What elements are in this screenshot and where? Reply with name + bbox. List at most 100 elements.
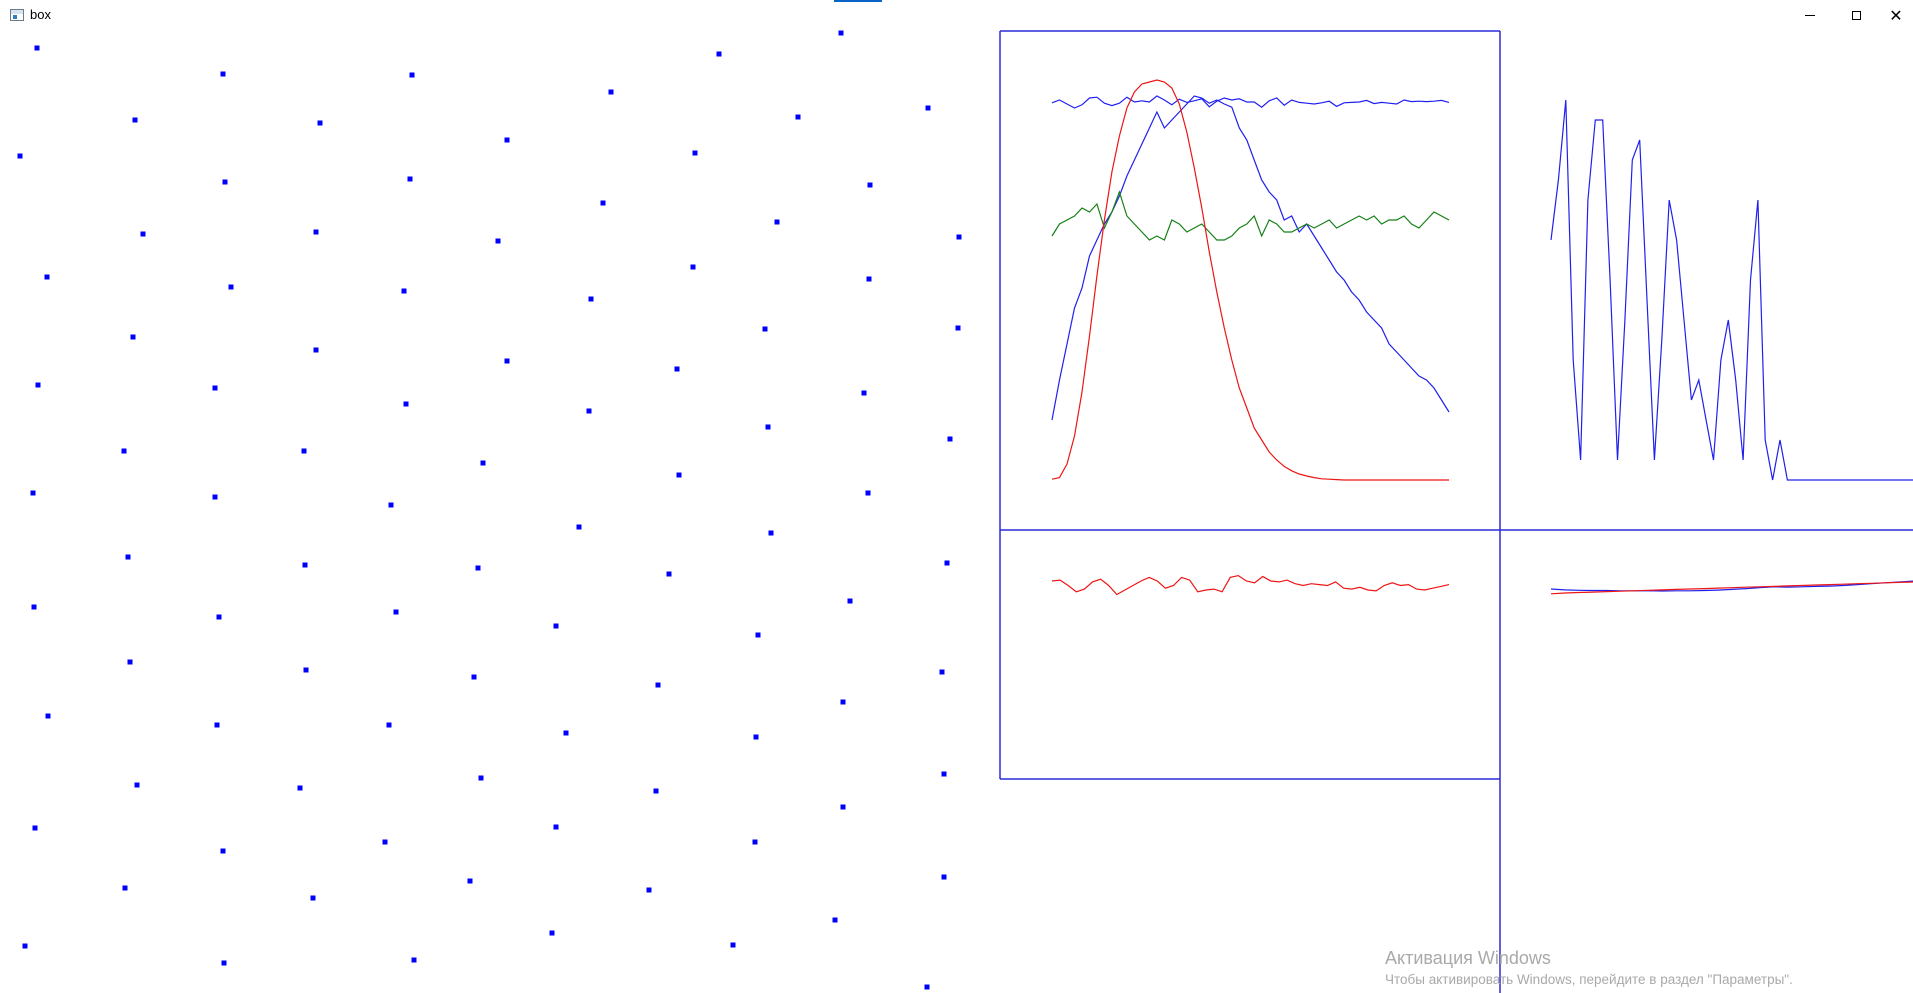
point-marker [303,667,309,673]
point-marker [214,722,220,728]
point-marker [403,401,409,407]
point-marker [407,176,413,182]
point-marker [478,775,484,781]
point-marker [220,848,226,854]
series-line-0-0 [1051,95,1450,109]
app-icon [10,9,24,21]
watermark-subtitle: Чтобы активировать Windows, перейдите в … [1385,972,1793,987]
point-marker [221,960,227,966]
point-marker [132,117,138,123]
point-marker [692,150,698,156]
point-marker [840,699,846,705]
point-marker [480,460,486,466]
point-marker [313,347,319,353]
point-marker [867,182,873,188]
point-marker [393,609,399,615]
point-marker [600,200,606,206]
point-marker [924,984,930,990]
point-marker [941,874,947,880]
point-marker [228,284,234,290]
point-marker [401,288,407,294]
series-line-3-1 [1550,581,1913,595]
point-marker [32,825,38,831]
point-marker [753,734,759,740]
point-marker [35,382,41,388]
chart-series [1051,79,1913,596]
close-button[interactable]: ✕ [1879,0,1913,31]
point-marker [22,943,28,949]
scatter-points [17,30,962,990]
point-marker [666,571,672,577]
point-marker [17,153,23,159]
point-marker [646,887,652,893]
window-title: box [30,7,51,22]
series-line-0-3 [1051,79,1449,481]
point-marker [216,614,222,620]
panel-frames [999,30,1913,993]
point-marker [947,436,953,442]
point-marker [553,824,559,830]
point-marker [955,325,961,331]
point-marker [310,895,316,901]
point-marker [121,448,127,454]
point-marker [752,839,758,845]
point-marker [768,530,774,536]
point-marker [939,669,945,675]
point-marker [730,942,736,948]
maximize-icon [1851,11,1861,20]
point-marker [317,120,323,126]
point-marker [847,598,853,604]
point-marker [140,231,146,237]
point-marker [31,604,37,610]
point-marker [865,490,871,496]
series-line-0-2 [1051,190,1450,241]
watermark-title: Активация Windows [1385,948,1551,968]
point-marker [925,105,931,111]
close-icon: ✕ [1889,6,1903,25]
point-marker [302,562,308,568]
title-bar[interactable]: box ✕ [0,0,1913,31]
point-marker [301,448,307,454]
point-marker [504,137,510,143]
point-marker [716,51,722,57]
series-line-3-0 [1550,580,1913,592]
series-line-1-0 [1550,99,1913,481]
point-marker [382,839,388,845]
point-marker [676,472,682,478]
point-marker [409,72,415,78]
point-marker [386,722,392,728]
point-marker [222,179,228,185]
point-marker [125,554,131,560]
point-marker [313,229,319,235]
minimize-button[interactable] [1787,0,1833,31]
accent-strip [834,0,882,2]
point-marker [832,917,838,923]
point-marker [495,238,501,244]
point-marker [297,785,303,791]
activation-watermark: Активация Windows Чтобы активировать Win… [1385,948,1793,987]
point-marker [765,424,771,430]
point-marker [130,334,136,340]
point-marker [549,930,555,936]
point-marker [762,326,768,332]
point-marker [956,234,962,240]
point-marker [504,358,510,364]
point-marker [838,30,844,36]
maximize-button[interactable] [1833,0,1879,31]
point-marker [44,274,50,280]
point-marker [674,366,680,372]
point-marker [774,219,780,225]
point-marker [563,730,569,736]
point-marker [388,502,394,508]
point-marker [471,674,477,680]
point-marker [576,524,582,530]
point-marker [653,788,659,794]
point-marker [588,296,594,302]
point-marker [122,885,128,891]
point-marker [941,771,947,777]
point-marker [220,71,226,77]
point-marker [475,565,481,571]
point-marker [212,385,218,391]
